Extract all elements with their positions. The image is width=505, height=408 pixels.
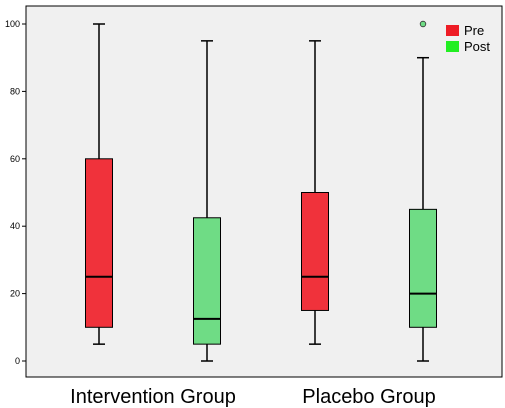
box-pre-1 [85,23,113,345]
legend-swatch-post [446,41,459,52]
y-tick-label: 80 [10,86,20,96]
box-iqr [301,192,329,311]
box-group [85,20,437,362]
box-pre-2 [301,40,329,345]
legend-label-pre: Pre [464,23,484,38]
y-tick-label: 40 [10,221,20,231]
y-axis: 0 20 40 60 80 100 [5,19,26,366]
legend-label-post: Post [464,39,490,54]
y-tick-label: 60 [10,154,20,164]
y-tick-label: 100 [5,19,20,29]
category-label: Intervention Group [70,386,236,408]
y-tick-label: 0 [15,356,20,366]
legend-swatch-pre [446,25,459,36]
x-axis: Intervention Group Placebo Group [70,386,436,408]
box-iqr [85,158,113,328]
box-iqr [193,217,221,345]
y-tick-label: 20 [10,289,20,299]
box-iqr [409,208,437,328]
box-post-2 [409,20,437,362]
outlier-point [419,20,427,28]
box-post-1 [193,40,221,362]
category-label: Placebo Group [302,386,435,408]
